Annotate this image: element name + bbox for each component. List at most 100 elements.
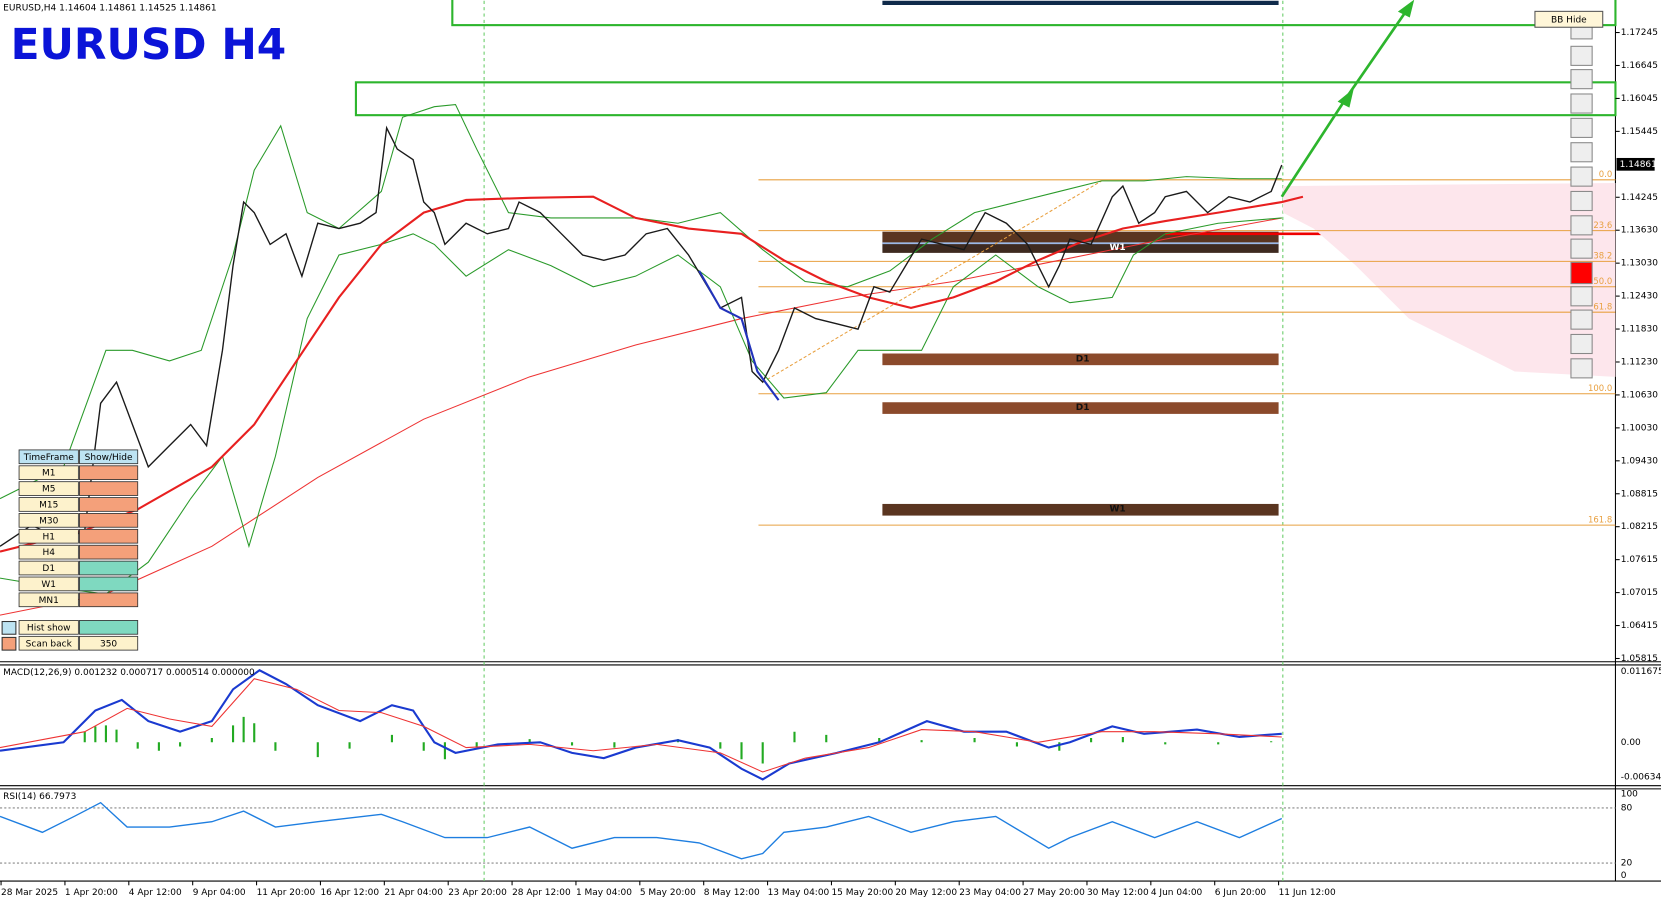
scan-back-value-cell[interactable] [79, 635, 139, 651]
hist-show-cell[interactable] [18, 620, 79, 635]
period-separators [483, 0, 1284, 882]
rsi-axis-label: 100 [1621, 790, 1638, 800]
timeframe-cell[interactable] [18, 560, 79, 576]
bb-hide-label[interactable]: BB Hide [1551, 15, 1587, 25]
timeframe-cell[interactable] [18, 513, 79, 528]
toggle-cell[interactable] [79, 544, 139, 560]
toggle-cell[interactable] [79, 576, 139, 592]
time-label: 11 Apr 20:00 [257, 888, 316, 898]
time-label: 20 May 12:00 [895, 888, 957, 898]
price-label: 1.10030 [1621, 423, 1658, 433]
scan-back-value[interactable]: 350 [100, 639, 117, 649]
time-label: 6 Jun 20:00 [1215, 888, 1267, 898]
rsi-line [0, 801, 1283, 860]
time-label: 28 Mar 2025 [1, 888, 58, 898]
price-label: 1.16045 [1621, 94, 1658, 104]
rsi-axis-label: 20 [1621, 859, 1633, 869]
timeframe[interactable]: M15 [39, 500, 58, 510]
table-header-cell [79, 449, 139, 465]
toggle-cell[interactable] [79, 465, 139, 480]
current-price: 1.14861 [1620, 160, 1657, 170]
price-label: 1.07015 [1621, 588, 1658, 598]
bollinger-bands [0, 104, 1282, 595]
table-header-cell [18, 449, 79, 465]
bb-hide-button[interactable] [1534, 10, 1604, 28]
scan-back-label: Scan back [26, 639, 73, 649]
fib-lines [758, 179, 1616, 526]
time-label: 4 Jun 04:00 [1151, 888, 1203, 898]
timeframe-cell[interactable] [18, 544, 79, 560]
time-label: 13 May 04:00 [768, 888, 830, 898]
price-label: 1.14245 [1621, 193, 1658, 203]
macd-axis-label: -0.006348 [1621, 773, 1661, 783]
fib-label: 38.2 [1593, 251, 1612, 261]
timeframe[interactable]: M5 [42, 485, 56, 495]
time-label: 23 May 04:00 [959, 888, 1021, 898]
fib-label: 161.8 [1588, 514, 1612, 524]
timeframe[interactable]: H4 [42, 548, 55, 558]
price-label: 1.08815 [1621, 489, 1658, 499]
time-label: 1 Apr 20:00 [65, 888, 118, 898]
timeframe-cell[interactable] [18, 528, 79, 544]
time-label: 16 Apr 12:00 [320, 888, 379, 898]
time-label: 23 Apr 20:00 [448, 888, 507, 898]
timeframe-cell[interactable] [18, 592, 79, 608]
symbol-info: EURUSD,H4 1.14604 1.14861 1.14525 1.1486… [3, 4, 216, 14]
macd-axis-label: 0.00 [1621, 738, 1641, 748]
macd-axis-label: 0.011675 [1621, 667, 1661, 677]
timeframe-cell[interactable] [18, 465, 79, 480]
volume-profile [1282, 182, 1616, 377]
fib-label: 61.8 [1593, 301, 1612, 311]
price-label: 1.16645 [1621, 61, 1658, 71]
rsi-axis-label: 0 [1621, 871, 1627, 881]
price-label: 1.10630 [1621, 390, 1658, 400]
current-price-badge [1616, 157, 1655, 171]
timeframe-cell[interactable] [18, 481, 79, 496]
fib-label: 0.0 [1599, 169, 1612, 179]
price-label: 1.13630 [1621, 226, 1658, 236]
hist-toggle-cell[interactable] [79, 620, 139, 635]
panel-separators [0, 0, 1661, 882]
ma-50 [0, 195, 1304, 553]
timeframe[interactable]: H1 [42, 532, 55, 542]
toggle-cell[interactable] [79, 592, 139, 608]
time-label: 4 Apr 12:00 [129, 888, 182, 898]
fib-label: 23.6 [1593, 220, 1612, 230]
time-label: 21 Apr 04:00 [384, 888, 443, 898]
chart-title: EURUSD H4 [11, 20, 287, 69]
timeframe-cell[interactable] [18, 497, 79, 512]
price-label: 1.13030 [1621, 259, 1658, 269]
toggle-cell[interactable] [79, 497, 139, 512]
toggle-cell[interactable] [79, 513, 139, 528]
price-label: 1.05815 [1621, 654, 1658, 664]
timeframe[interactable]: D1 [42, 564, 55, 574]
toolbar[interactable] [1570, 21, 1593, 379]
ma-200 [0, 217, 1282, 616]
price-label: 1.08215 [1621, 522, 1658, 532]
timeframe[interactable]: M30 [39, 516, 58, 526]
price-label: 1.15445 [1621, 127, 1658, 137]
rsi-axis-label: 80 [1621, 803, 1633, 813]
timeframe[interactable]: MN1 [39, 596, 59, 606]
hist-show[interactable]: Hist show [27, 623, 71, 633]
table-header: TimeFrame [23, 453, 75, 463]
toggle-cell[interactable] [79, 528, 139, 544]
forecast-arrow [1280, 0, 1415, 198]
toggle-cell[interactable] [79, 560, 139, 576]
timeframe-cell[interactable] [18, 576, 79, 592]
time-label: 27 May 20:00 [1023, 888, 1085, 898]
price-label: 1.11230 [1621, 357, 1658, 367]
macd-signal [0, 678, 1282, 773]
zigzag [698, 270, 780, 401]
price-label: 1.11830 [1621, 325, 1658, 335]
price-label: 1.06415 [1621, 621, 1658, 631]
timeframe[interactable]: M1 [42, 469, 56, 479]
macd-line [0, 669, 1282, 781]
scan-icon [1, 636, 17, 651]
toggle-cell[interactable] [79, 481, 139, 496]
time-label: 5 May 20:00 [640, 888, 696, 898]
timeframe[interactable]: W1 [41, 580, 56, 590]
